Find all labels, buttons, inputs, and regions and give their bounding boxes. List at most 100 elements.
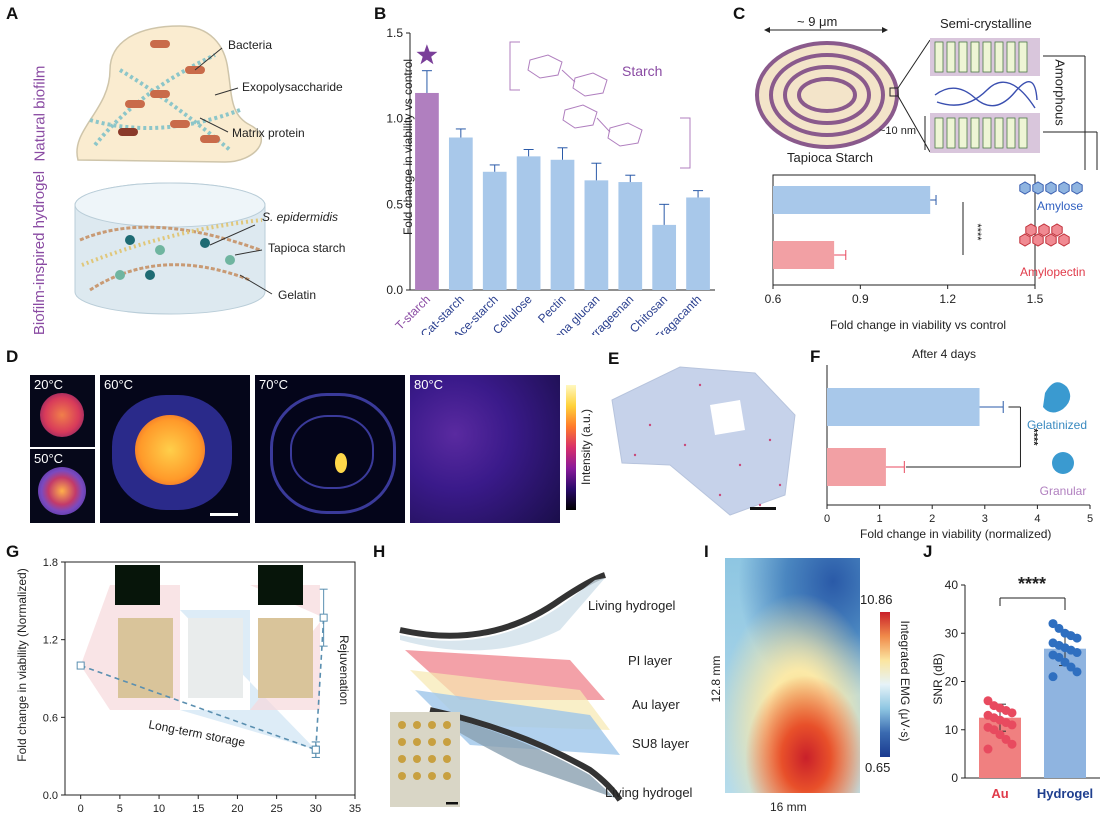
panel-label-h: H (373, 542, 386, 561)
data-point (1054, 652, 1064, 662)
temp-label-50c: 50°C (34, 451, 64, 466)
starch-label: Starch (622, 63, 662, 79)
data-point (983, 744, 993, 754)
amylopectin-icon (1019, 233, 1031, 247)
y-tick-label: 0.5 (386, 197, 403, 211)
panel-g: G 0 5 10 15 20 25 30 35 0.0 0.6 1.2 1.8 Long-term st… (0, 540, 370, 818)
amylose-icon (1032, 181, 1044, 195)
thermal-image-20c: 20°C (30, 375, 95, 447)
panel-c: C ~ 9 μm Semi-crystalline Amorphous ~10 … (725, 0, 1107, 340)
amylose-icon (1019, 181, 1031, 195)
biofilm-illustration (74, 25, 273, 315)
chart-b-ylabel: Fold change in viability vs control (401, 58, 415, 236)
layer-pi: PI layer (628, 653, 673, 668)
data-point (1007, 739, 1017, 749)
data-point (1072, 667, 1082, 677)
x-tick-label: 20 (231, 803, 243, 815)
bar (482, 171, 507, 290)
bar (550, 159, 575, 290)
colorbar-max: 10.86 (860, 592, 893, 607)
bar (773, 186, 931, 214)
layer-living-hydrogel-bottom: Living hydrogel (605, 785, 693, 800)
data-point (319, 613, 328, 622)
thermal-image-50c: 50°C (30, 449, 95, 523)
data-point (1001, 734, 1011, 744)
amylopectin-icon (1051, 223, 1063, 237)
x-tick-label: 0.9 (852, 292, 869, 306)
y-tick-label: 0 (951, 771, 958, 785)
intensity-colorbar (566, 385, 576, 510)
panel-b: B Starch 0.0 0.5 1.0 1.5 T-starch Cat-starch A… (370, 0, 725, 335)
panel-e: E (590, 345, 805, 530)
panel-h: H Living hydrogel PI layer Au layer SU8 … (370, 540, 710, 818)
data-point (1007, 708, 1017, 718)
amylopectin-icon (1045, 233, 1057, 247)
x-tick-label: 1.5 (1027, 292, 1044, 306)
x-tick-label: 15 (192, 803, 204, 815)
amylopectin-icon (1058, 233, 1070, 247)
sample-photo (118, 618, 173, 698)
panel-label-j: J (923, 542, 933, 561)
thermal-image-80c: 80°C (410, 375, 560, 523)
temp-label-70c: 70°C (259, 377, 289, 392)
bar (827, 388, 980, 426)
microscopy-inset (115, 565, 160, 605)
data-point (76, 661, 85, 670)
data-point (1066, 662, 1076, 672)
series-line (80, 664, 317, 751)
callout-matrix-protein: Matrix protein (232, 126, 305, 140)
amylopectin-label: Amylopectin (1020, 265, 1085, 279)
sig-stars: **** (971, 223, 983, 241)
y-tick-label: 30 (945, 626, 959, 640)
x-tick-label: 3 (982, 513, 988, 525)
panel-a: A Natural biofilm Biofilm-inspired hydro… (0, 0, 370, 335)
data-point (1007, 720, 1017, 730)
y-tick-label: 40 (945, 578, 959, 592)
bar (584, 180, 609, 290)
amylose-icon (1058, 181, 1070, 195)
bar (448, 137, 473, 290)
callout-exopolysaccharide: Exopolysaccharide (242, 80, 343, 94)
panel-j: J 0 10 20 30 40 Au Hydrogel **** SNR (dB) (920, 540, 1107, 818)
sig-stars: **** (1018, 574, 1046, 594)
amylose-label: Amylose (1037, 199, 1083, 213)
chart-j: 0 10 20 30 40 Au Hydrogel **** (945, 574, 1100, 801)
star-marker (416, 44, 438, 65)
x-tick-label: 0.6 (765, 292, 782, 306)
microscopy-inset (258, 565, 303, 605)
emg-heatmap (725, 558, 860, 793)
panel-label-d: D (6, 347, 19, 366)
amylopectin-icon (1025, 223, 1037, 237)
granular-label: Granular (1040, 484, 1087, 498)
callout-tapioca-starch: Tapioca starch (268, 241, 346, 255)
semi-crystalline-label: Semi-crystalline (940, 16, 1032, 31)
chart-j-ylabel: SNR (dB) (931, 653, 945, 705)
device-illustration (390, 572, 623, 807)
y-tick-label: 1.0 (386, 112, 403, 126)
thermal-image-60c: 60°C (100, 375, 250, 523)
data-point (311, 745, 320, 754)
bar (415, 92, 439, 290)
x-tick-label: 0 (78, 803, 84, 815)
x-tick-label: 2 (929, 513, 935, 525)
bar (1044, 648, 1086, 778)
data-point (983, 696, 993, 706)
panel-i: I 12.8 mm 16 mm 10.86 0.65 Integrated EM… (704, 540, 920, 818)
panel-label-f: F (810, 347, 821, 366)
temp-label-80c: 80°C (414, 377, 444, 392)
chart-b: Starch 0.00.51.01.5T-starchCat-starchAce… (386, 26, 715, 335)
y-tick-label: 1.5 (386, 26, 403, 40)
gelatinized-label: Gelatinized (1027, 418, 1087, 432)
amorphous-label: Amorphous (1052, 59, 1068, 126)
bar (827, 448, 886, 486)
callout-gelatin: Gelatin (278, 288, 317, 302)
x-tick-label: 4 (1034, 513, 1040, 525)
bar (618, 182, 643, 290)
granule-label: Tapioca Starch (787, 150, 873, 165)
layer-living-hydrogel-top: Living hydrogel (588, 598, 676, 613)
bar (773, 241, 835, 269)
heatmap-xlabel: 16 mm (770, 800, 807, 814)
amylopectin-icon (1032, 233, 1044, 247)
callout-s-epidermidis: S. epidermidis (262, 210, 339, 224)
